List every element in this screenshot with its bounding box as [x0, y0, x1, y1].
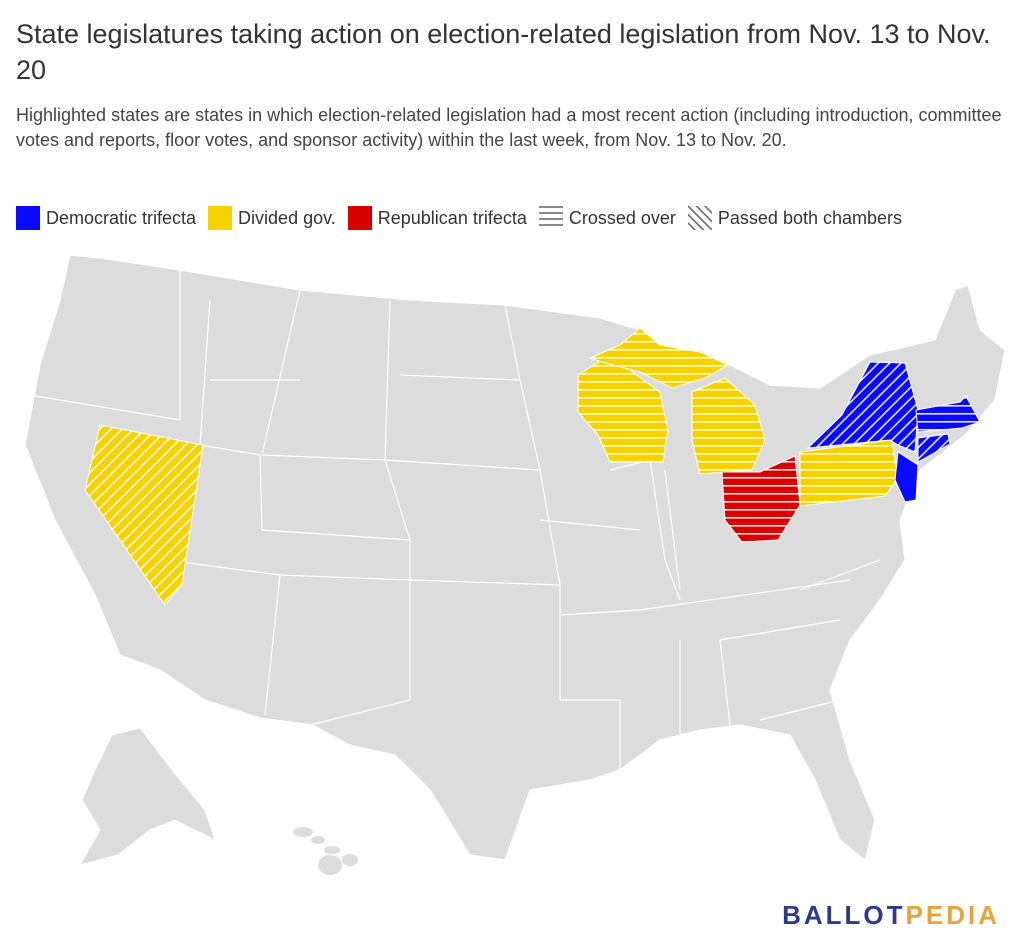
logo-part2: PEDIA	[905, 900, 1000, 930]
legend-label-crossed-over: Crossed over	[568, 207, 676, 228]
legend-crossed-over: Crossed over	[538, 206, 676, 230]
legend-swatch-passed-both	[687, 206, 712, 230]
legend-democratic: Democratic trifecta	[16, 206, 196, 230]
state-nevada[interactable]	[84, 424, 204, 606]
legend-republican: Republican trifecta	[347, 206, 527, 230]
ballotpedia-logo: BALLOTPEDIA	[782, 900, 1000, 931]
legend-passed-both: Passed both chambers	[687, 206, 903, 230]
us-map	[24, 254, 1006, 875]
legend-label-democratic: Democratic trifecta	[46, 207, 197, 228]
legend-label-passed-both: Passed both chambers	[717, 207, 903, 228]
state-massachusetts[interactable]	[915, 395, 981, 433]
logo-part1: BALLOT	[782, 900, 906, 930]
state-alaska	[78, 727, 216, 866]
legend-divided: Divided gov.	[208, 206, 336, 230]
state-michigan-lower[interactable]	[691, 377, 766, 475]
state-new-jersey[interactable]	[894, 451, 919, 503]
state-hawaii	[293, 827, 358, 875]
legend-label-divided: Divided gov.	[238, 207, 336, 228]
state-ohio[interactable]	[721, 455, 801, 543]
legend: Democratic trifecta Divided gov. Republi…	[16, 205, 914, 231]
legend-label-republican: Republican trifecta	[377, 207, 527, 228]
legend-swatch-democratic	[16, 206, 40, 230]
legend-swatch-republican	[347, 206, 372, 230]
legend-swatch-crossed-over	[538, 206, 563, 230]
legend-swatch-divided	[208, 206, 233, 230]
map-title: State legislatures taking action on elec…	[16, 19, 991, 85]
state-pennsylvania[interactable]	[799, 439, 899, 507]
map-subtitle: Highlighted states are states in which e…	[16, 105, 1002, 150]
state-michigan-upper[interactable]	[588, 327, 730, 389]
state-connecticut[interactable]	[917, 433, 951, 463]
